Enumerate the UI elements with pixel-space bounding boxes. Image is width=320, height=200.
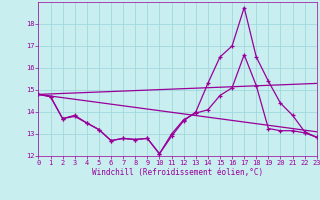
X-axis label: Windchill (Refroidissement éolien,°C): Windchill (Refroidissement éolien,°C) [92,168,263,177]
